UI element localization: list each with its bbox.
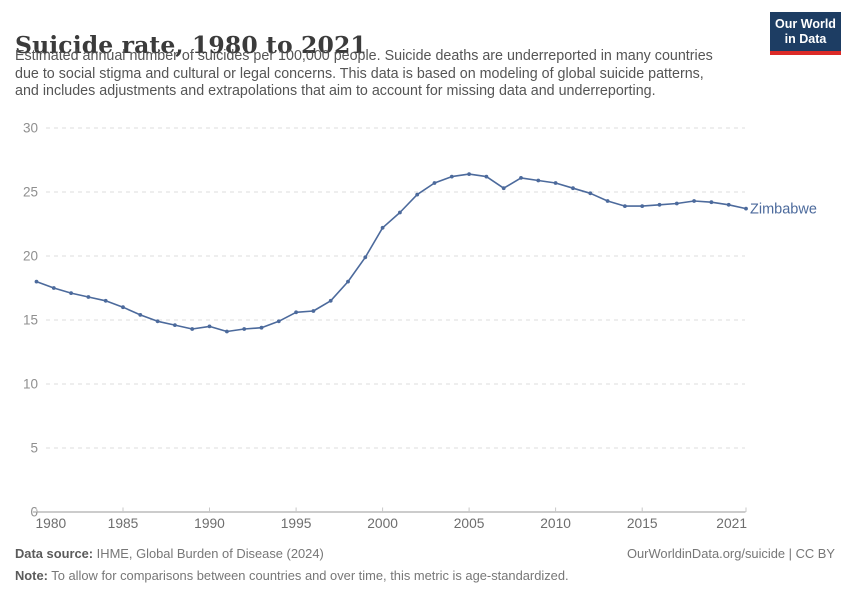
subtitle-line-1: Estimated annual number of suicides per … — [15, 48, 713, 64]
data-point-1982[interactable] — [69, 291, 73, 295]
data-point-1983[interactable] — [86, 295, 91, 299]
data-point-1994[interactable] — [276, 319, 281, 324]
x-axis-label-2005: 2005 — [454, 516, 485, 531]
note-label: Note: — [15, 568, 48, 583]
data-point-2007[interactable] — [501, 186, 506, 191]
data-point-1993[interactable] — [259, 325, 264, 330]
data-point-2001[interactable] — [398, 210, 402, 215]
data-point-2000[interactable] — [380, 225, 385, 230]
subtitle-line-2: due to social stigma and cultural or leg… — [15, 65, 704, 82]
x-axis-label-1980: 1980 — [36, 516, 67, 531]
data-point-2013[interactable] — [605, 199, 610, 203]
data-source: Data source: IHME, Global Burden of Dise… — [15, 546, 324, 562]
data-point-2010[interactable] — [553, 181, 558, 185]
zimbabwe-line[interactable] — [35, 173, 747, 333]
data-point-1997[interactable] — [328, 298, 333, 303]
data-point-1980[interactable] — [34, 279, 39, 284]
data-point-2012[interactable] — [588, 191, 593, 196]
data-point-2019[interactable] — [709, 200, 714, 205]
y-axis-label-25: 25 — [23, 185, 38, 200]
y-axis-label-5: 5 — [30, 441, 38, 456]
data-source-text: IHME, Global Burden of Disease (2024) — [93, 546, 324, 561]
y-axis-label-15: 15 — [23, 313, 38, 328]
data-point-2006[interactable] — [484, 174, 489, 179]
note-text: To allow for comparisons between countri… — [47, 568, 569, 583]
data-point-1988[interactable] — [173, 323, 177, 327]
data-point-1998[interactable] — [346, 279, 350, 284]
data-point-2009[interactable] — [536, 178, 541, 183]
data-point-2003[interactable] — [432, 181, 437, 185]
data-point-1992[interactable] — [242, 327, 247, 331]
x-axis-label-1995: 1995 — [281, 516, 312, 531]
x-axis-label-2015: 2015 — [627, 516, 658, 531]
chart-area[interactable]: 0 5 10 15 20 25 30 1980 1985 1990 1995 2000 2005 2010… — [0, 110, 850, 540]
data-point-2004[interactable] — [449, 174, 454, 179]
footer-note: Note: To allow for comparisons between c… — [15, 568, 835, 584]
data-point-2014[interactable] — [623, 204, 627, 208]
x-axis-label-2000: 2000 — [367, 516, 398, 531]
owid-logo-line1: Our World — [775, 17, 836, 31]
x-axis-label-1985: 1985 — [108, 516, 139, 531]
y-axis-label-20: 20 — [23, 249, 38, 264]
x-axis-label-2010: 2010 — [540, 516, 571, 531]
data-point-2020[interactable] — [726, 202, 731, 207]
data-point-2008[interactable] — [519, 176, 523, 180]
owid-logo-line2: in Data — [784, 31, 827, 46]
owid-link[interactable]: OurWorldinData.org/suicide | CC BY — [626, 546, 835, 561]
data-point-1987[interactable] — [155, 319, 160, 324]
data-source-label: Data source: — [15, 546, 94, 561]
data-point-2017[interactable] — [674, 201, 679, 206]
footer-source-row: Data source: IHME, Global Burden of Dise… — [15, 546, 835, 562]
data-point-1989[interactable] — [190, 327, 195, 331]
data-point-1984[interactable] — [103, 298, 108, 303]
series-end-label[interactable]: Zimbabwe — [750, 201, 817, 217]
page-title: Suicide rate, 1980 to 2021 — [15, 30, 367, 59]
x-axis-label-1990: 1990 — [194, 516, 225, 531]
data-point-1986[interactable] — [138, 313, 143, 317]
data-point-2021[interactable] — [744, 206, 748, 211]
chart-footer: Data source: IHME, Global Burden of Dise… — [15, 546, 835, 584]
y-axis-label-10: 10 — [23, 377, 38, 392]
data-point-1991[interactable] — [225, 329, 229, 334]
y-axis-label-30: 30 — [23, 121, 38, 136]
chart-subtitle: Estimated annual number of suicides per … — [15, 48, 713, 101]
data-point-1985[interactable] — [121, 305, 125, 310]
data-point-2016[interactable] — [657, 202, 662, 207]
data-point-1996[interactable] — [311, 309, 316, 313]
data-point-1990[interactable] — [207, 324, 212, 329]
x-axis-label-2021: 2021 — [716, 516, 747, 531]
data-point-1981[interactable] — [51, 286, 56, 290]
data-point-2015[interactable] — [640, 204, 645, 208]
data-point-1999[interactable] — [363, 255, 368, 260]
subtitle-line-3: and includes adjustments and extrapolati… — [15, 83, 656, 100]
data-point-2005[interactable] — [467, 172, 471, 176]
data-point-2018[interactable] — [692, 199, 696, 203]
owid-logo: Our World in Data — [770, 12, 841, 55]
data-point-2011[interactable] — [571, 186, 575, 191]
data-point-1995[interactable] — [294, 310, 298, 315]
data-point-2002[interactable] — [415, 192, 420, 197]
